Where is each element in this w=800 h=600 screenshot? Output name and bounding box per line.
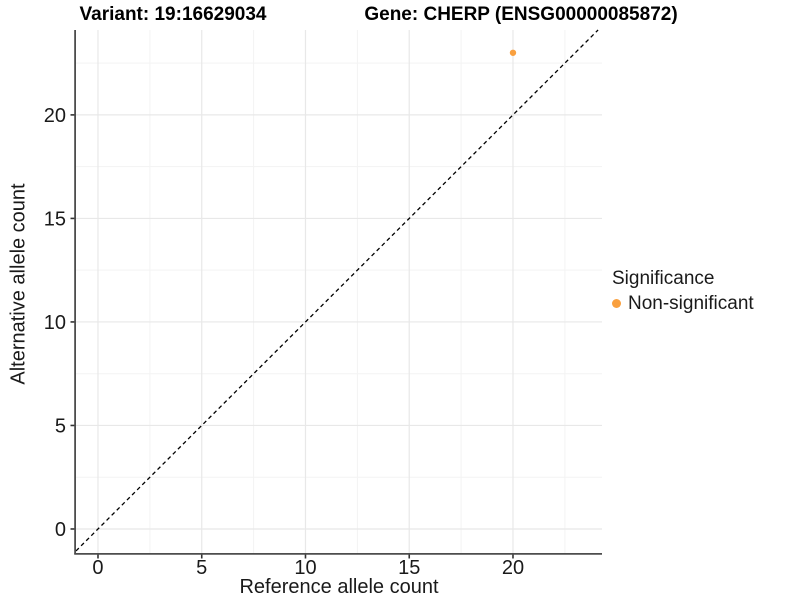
y-tick-label: 5 [55, 415, 66, 437]
x-tick-label: 5 [196, 557, 207, 579]
x-tick-label: 0 [92, 557, 103, 579]
legend-item: Non-significant [612, 293, 754, 314]
y-tick-label: 10 [44, 312, 66, 334]
y-tick-label: 15 [44, 208, 66, 230]
identity-dashed-line [75, 29, 599, 552]
x-tick-label: 20 [502, 557, 524, 579]
variant-title: Variant: 19:16629034 [79, 4, 267, 25]
gene-title: Gene: CHERP (ENSG00000085872) [364, 4, 678, 25]
y-tick-label: 0 [55, 519, 66, 541]
data-point [509, 49, 517, 56]
y-tick-label: 20 [44, 105, 66, 127]
x-axis-title: Reference allele count [239, 576, 439, 598]
legend-title: Significance [612, 268, 715, 289]
y-axis-title: Alternative allele count [7, 183, 30, 385]
legend-item-label: Non-significant [628, 293, 754, 314]
x-tick-label: 15 [398, 557, 420, 579]
x-tick-label: 10 [294, 557, 316, 579]
legend-point-icon [612, 299, 621, 308]
legend: Significance Non-significant [612, 268, 754, 314]
